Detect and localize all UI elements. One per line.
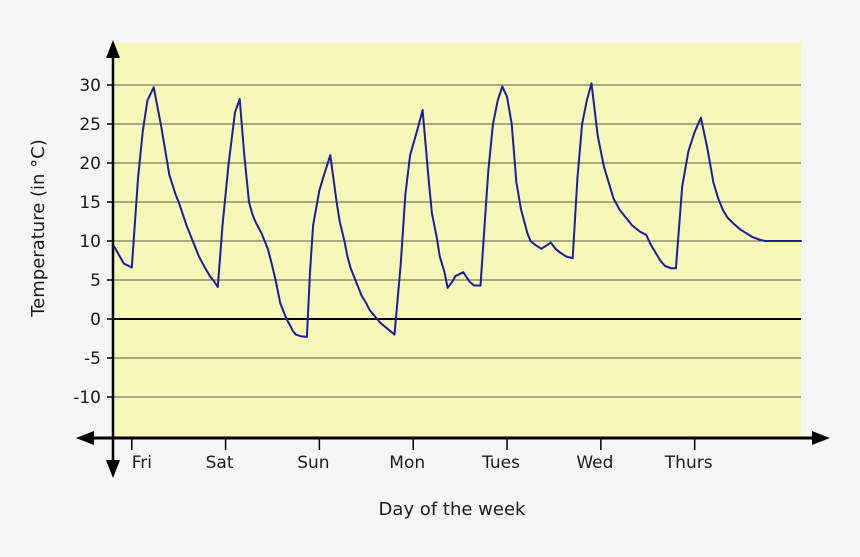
grid-lines — [107, 84, 801, 398]
x-tick-label-sun: Sun — [297, 453, 329, 473]
y-tick-label: 20 — [79, 154, 101, 174]
y-tick-label: 10 — [79, 232, 101, 252]
x-ticks — [131, 438, 696, 450]
x-axis — [76, 431, 830, 445]
x-tick-label-thurs: Thurs — [664, 453, 713, 473]
y-axis — [106, 40, 120, 478]
y-tick-label: 0 — [90, 310, 101, 330]
temperature-series-line — [112, 82, 802, 338]
x-tick-label-sat: Sat — [206, 453, 234, 473]
x-tick-label-fri: Fri — [132, 453, 152, 473]
y-tick-label: 30 — [79, 76, 101, 96]
x-axis-title: Day of the week — [379, 499, 526, 520]
x-tick-label-wed: Wed — [576, 453, 613, 473]
y-tick-labels: 30 25 20 15 10 5 0 -5 -10 — [73, 76, 101, 408]
y-tick-label: 5 — [90, 271, 101, 291]
y-axis-title: Temperature (in °C) — [28, 139, 49, 318]
y-tick-label: -10 — [73, 388, 101, 408]
y-axis-down-arrow — [106, 460, 120, 478]
x-tick-label-mon: Mon — [389, 453, 425, 473]
y-tick-label: 25 — [79, 115, 101, 135]
x-tick-labels: Fri Sat Sun Mon Tues Wed Thurs — [132, 453, 713, 473]
y-tick-label: 15 — [79, 193, 101, 213]
y-tick-label: -5 — [84, 349, 101, 369]
x-tick-label-tues: Tues — [481, 453, 520, 473]
y-axis-up-arrow — [106, 40, 120, 58]
x-axis-right-arrow — [812, 431, 830, 445]
x-axis-left-arrow — [76, 431, 94, 445]
